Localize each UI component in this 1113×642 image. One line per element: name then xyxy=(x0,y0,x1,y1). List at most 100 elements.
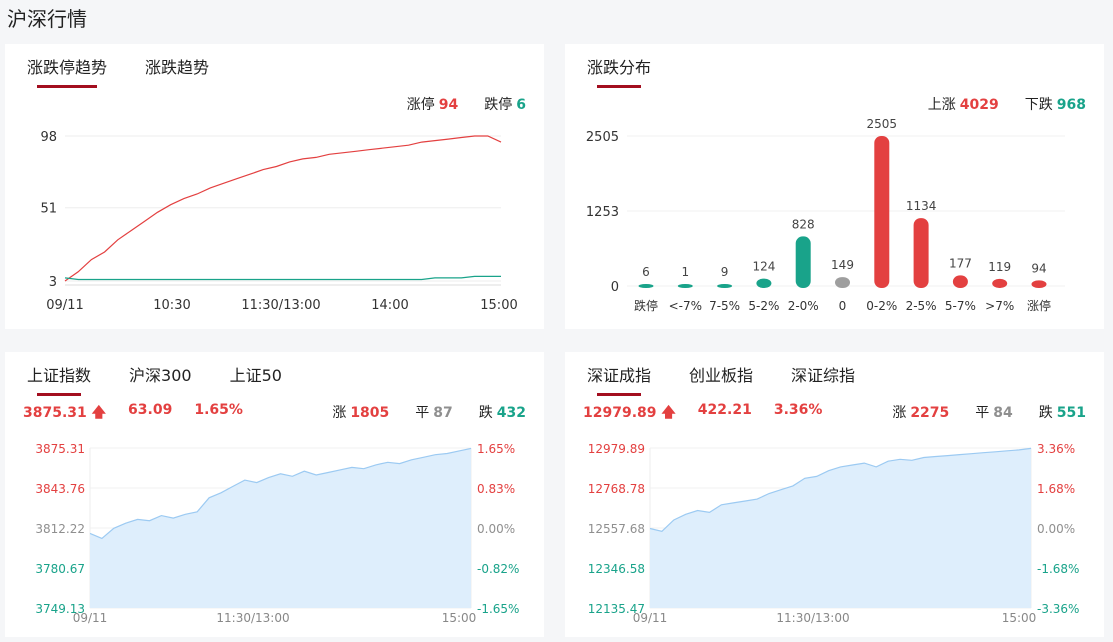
bar-value-label: 9 xyxy=(721,265,729,279)
y-right-tick-label: 0.00% xyxy=(477,522,515,536)
y-left-tick-label: 3780.67 xyxy=(35,562,85,576)
area-fill xyxy=(90,448,471,608)
limit-down-count: 跌停 6 xyxy=(484,97,526,113)
sz-pct: 3.36% xyxy=(773,402,823,418)
area-fill xyxy=(650,448,1031,608)
x-tick-label: 11:30/13:00 xyxy=(776,611,849,625)
bar xyxy=(795,236,811,288)
sh-index-chart: 3875.31 1.65% 3843.76 0.83% 3812.22 0.00% 3780… xyxy=(35,442,519,625)
y-tick-label: 51 xyxy=(40,202,57,217)
sh-quote-row: 3875.31 🡅 63.09 1.65% 涨 1805 平 87 跌 432 xyxy=(23,402,526,426)
y-right-tick-label: -1.68% xyxy=(1037,562,1079,576)
y-right-tick-label: 3.36% xyxy=(1037,442,1075,456)
sh-price: 3875.31 🡅 xyxy=(23,405,107,421)
y-right-tick-label: -3.36% xyxy=(1037,602,1079,616)
limit-tabs: 涨跌停趋势 涨跌趋势 xyxy=(23,54,213,88)
series-line xyxy=(64,135,502,282)
bar-value-label: 6 xyxy=(642,265,650,279)
category-label: 5-2% xyxy=(748,299,779,313)
tab-sse-composite[interactable]: 上证指数 xyxy=(23,362,95,396)
tab-limit-trend[interactable]: 涨跌停趋势 xyxy=(23,54,111,88)
tab-distribution[interactable]: 涨跌分布 xyxy=(583,54,655,88)
sz-down-count: 跌 551 xyxy=(1038,405,1086,421)
tab-updown-trend[interactable]: 涨跌趋势 xyxy=(145,58,210,77)
sh-tabs: 上证指数 沪深300 上证50 xyxy=(23,362,286,396)
distribution-counts: 上涨 4029 下跌 968 xyxy=(928,94,1086,114)
series-line xyxy=(64,275,501,281)
bar-value-label: 2505 xyxy=(867,117,898,131)
x-tick-label: 11:30/13:00 xyxy=(241,298,320,313)
distribution-chart: 2505 1253 0 6 跌停 1 <-7% 9 7-5% 124 5-2% 828 2-0% 149 0… xyxy=(586,117,1065,313)
y-tick-label: 2505 xyxy=(586,130,619,145)
y-tick-label: 98 xyxy=(40,130,57,145)
distribution-card: 涨跌分布 上涨 4029 下跌 968 2505 1253 0 6 跌停 1 <-7% 9 7-5%… xyxy=(565,44,1104,329)
up-arrow-icon: 🡅 xyxy=(661,405,676,421)
bar xyxy=(835,277,850,288)
x-tick-label: 09/11 xyxy=(73,611,108,625)
bar xyxy=(717,284,733,288)
y-left-tick-label: 3749.13 xyxy=(35,602,85,616)
bar-value-label: 94 xyxy=(1031,261,1046,275)
category-label: 0-2% xyxy=(866,299,897,313)
category-label: 2-0% xyxy=(788,299,819,313)
bar xyxy=(638,284,654,288)
sz-change: 422.21 xyxy=(697,402,752,418)
tab-chinext[interactable]: 创业板指 xyxy=(689,366,754,385)
sh-down-count: 跌 432 xyxy=(478,405,526,421)
bar xyxy=(874,136,890,288)
bar-value-label: 1134 xyxy=(906,199,937,213)
category-label: 涨停 xyxy=(1027,298,1051,313)
tab-csi300[interactable]: 沪深300 xyxy=(129,366,192,385)
y-right-tick-label: 1.68% xyxy=(1037,482,1075,496)
category-label: 5-7% xyxy=(945,299,976,313)
x-tick-label: 09/11 xyxy=(46,298,83,313)
limit-counts: 涨停 94 跌停 6 xyxy=(407,94,526,114)
y-right-tick-label: -0.82% xyxy=(477,562,519,576)
bar-value-label: 124 xyxy=(752,260,775,274)
x-tick-label: 10:30 xyxy=(153,298,190,313)
sz-index-chart: 12979.89 3.36% 12768.78 1.68% 12557.68 0.00% 1… xyxy=(588,442,1080,625)
y-right-tick-label: 0.83% xyxy=(477,482,515,496)
bar xyxy=(992,278,1008,288)
sh-flat-count: 平 87 xyxy=(415,405,453,421)
sh-pct: 1.65% xyxy=(194,402,243,418)
bar xyxy=(952,275,968,288)
category-label: 跌停 xyxy=(634,298,658,313)
y-right-tick-label: 1.65% xyxy=(477,442,515,456)
bar xyxy=(913,218,929,288)
bar xyxy=(1031,280,1047,288)
y-left-tick-label: 3875.31 xyxy=(35,442,85,456)
limit-trend-card: 涨跌停趋势 涨跌趋势 涨停 94 跌停 6 98 51 3 09/11 10:30 11:30… xyxy=(5,44,544,329)
category-label: 2-5% xyxy=(906,299,937,313)
down-count: 下跌 968 xyxy=(1024,97,1086,113)
up-count: 上涨 4029 xyxy=(927,97,999,113)
y-tick-label: 1253 xyxy=(586,205,619,220)
limit-up-count: 涨停 94 xyxy=(406,97,459,113)
y-left-tick-label: 3843.76 xyxy=(35,482,85,496)
bar xyxy=(756,278,772,288)
tab-sse50[interactable]: 上证50 xyxy=(229,366,282,385)
tab-szse-component[interactable]: 深证成指 xyxy=(583,362,655,396)
category-label: 0 xyxy=(839,299,847,313)
y-left-tick-label: 3812.22 xyxy=(35,522,85,536)
sz-quote-row: 12979.89 🡅 422.21 3.36% 涨 2275 平 84 跌 551 xyxy=(583,402,1086,426)
y-left-tick-label: 12979.89 xyxy=(588,442,645,456)
x-tick-label: 14:00 xyxy=(371,298,408,313)
limit-trend-chart: 98 51 3 09/11 10:30 11:30/13:00 14:00 15:00 xyxy=(40,130,517,313)
bar xyxy=(677,284,693,288)
sz-tabs: 深证成指 创业板指 深证综指 xyxy=(583,362,859,396)
sz-up-count: 涨 2275 xyxy=(892,405,950,421)
x-tick-label: 11:30/13:00 xyxy=(216,611,289,625)
distribution-tabs: 涨跌分布 xyxy=(583,54,655,88)
tab-szse-composite[interactable]: 深证综指 xyxy=(791,366,856,385)
y-right-tick-label: -1.65% xyxy=(477,602,519,616)
x-tick-label: 09/11 xyxy=(633,611,668,625)
sz-index-card: 深证成指 创业板指 深证综指 12979.89 🡅 422.21 3.36% 涨… xyxy=(565,352,1104,637)
category-label: >7% xyxy=(985,299,1014,313)
bar-value-label: 149 xyxy=(831,258,854,272)
y-tick-label: 3 xyxy=(49,275,57,290)
bar-value-label: 177 xyxy=(949,256,972,270)
series-line xyxy=(649,447,1032,532)
y-left-tick-label: 12768.78 xyxy=(588,482,645,496)
